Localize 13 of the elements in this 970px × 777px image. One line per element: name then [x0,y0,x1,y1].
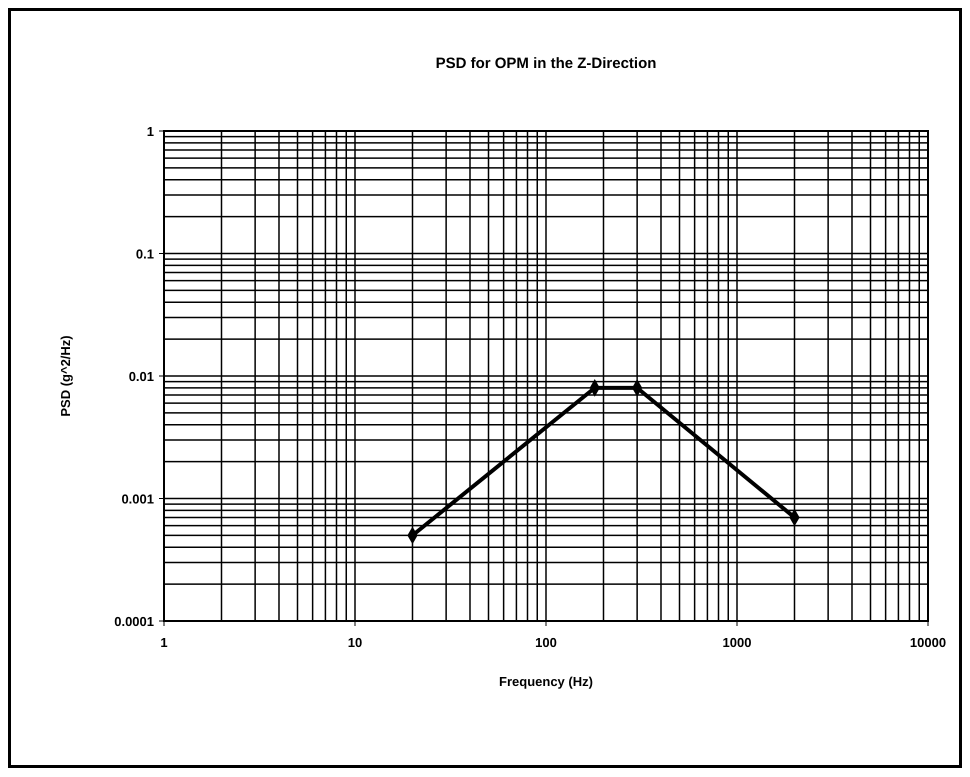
x-tick-label: 10000 [910,635,946,650]
y-tick-label: 0.01 [128,369,154,384]
x-tick-label: 100 [535,635,557,650]
x-tick-label: 1 [160,635,168,650]
y-tick-label: 0.0001 [114,614,154,629]
y-tick-label: 0.1 [136,246,154,262]
y-tick-label: 1 [146,124,154,139]
y-axis-title: PSD (g^2/Hz) [58,335,73,417]
x-tick-label: 10 [348,635,362,650]
y-tick-label: 0.001 [121,492,154,506]
chart-title: PSD for OPM in the Z-Direction [436,55,656,72]
x-tick-label: 1000 [722,635,752,650]
x-axis-title: Frequency (Hz) [499,674,593,689]
